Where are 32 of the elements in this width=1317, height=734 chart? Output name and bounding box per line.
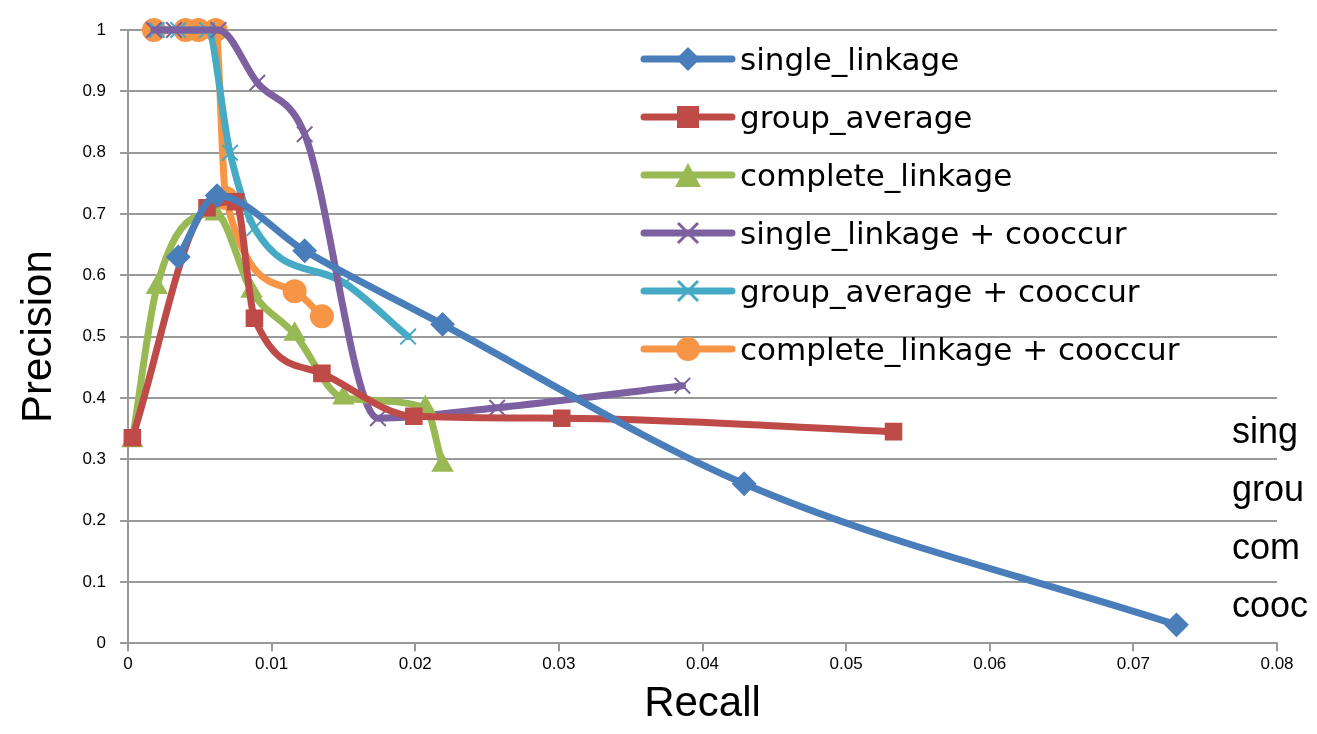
y-tick-label: 0 (96, 632, 107, 652)
y-tick-label: 0.7 (82, 203, 107, 223)
annotation: sing (1232, 409, 1300, 453)
x-tick-label: 0.01 (255, 654, 289, 674)
x-tick-label: 0.02 (398, 654, 432, 674)
x-tick-label: 0.07 (1116, 654, 1150, 674)
y-tick-label: 0.3 (82, 448, 107, 468)
y-axis-title: Precision (12, 250, 60, 423)
y-tick-label: 0.2 (82, 510, 107, 530)
y-tick-label: 1 (96, 19, 107, 39)
y-tick-label: 0.5 (82, 326, 107, 346)
y-tick-label: 0.4 (82, 387, 107, 407)
x-tick-label: 0.06 (973, 654, 1007, 674)
y-tick-label: 0.9 (82, 81, 107, 101)
x-tick-label: 0.08 (1260, 654, 1294, 674)
legend-label: single_linkage + cooccur (740, 215, 1127, 251)
x-tick-label: 0.04 (685, 654, 720, 674)
legend-label: single_linkage (740, 41, 960, 77)
legend-label: group_average (740, 99, 973, 135)
x-tick-label: 0.05 (829, 654, 863, 674)
y-tick-label: 0.6 (82, 264, 107, 284)
x-tick-label: 0.03 (542, 654, 576, 674)
y-tick-label: 0.8 (82, 142, 107, 162)
annotation: cooc (1232, 583, 1309, 627)
legend-label: complete_linkage + cooccur (740, 331, 1180, 367)
annotation: grou (1232, 467, 1306, 511)
x-tick-label: 0 (123, 654, 133, 674)
x-axis-title: Recall (644, 678, 761, 726)
legend-label: complete_linkage (740, 157, 1013, 193)
legend-label: group_average + cooccur (740, 273, 1140, 309)
y-tick-label: 0.1 (82, 571, 107, 591)
annotation: com (1232, 525, 1301, 569)
